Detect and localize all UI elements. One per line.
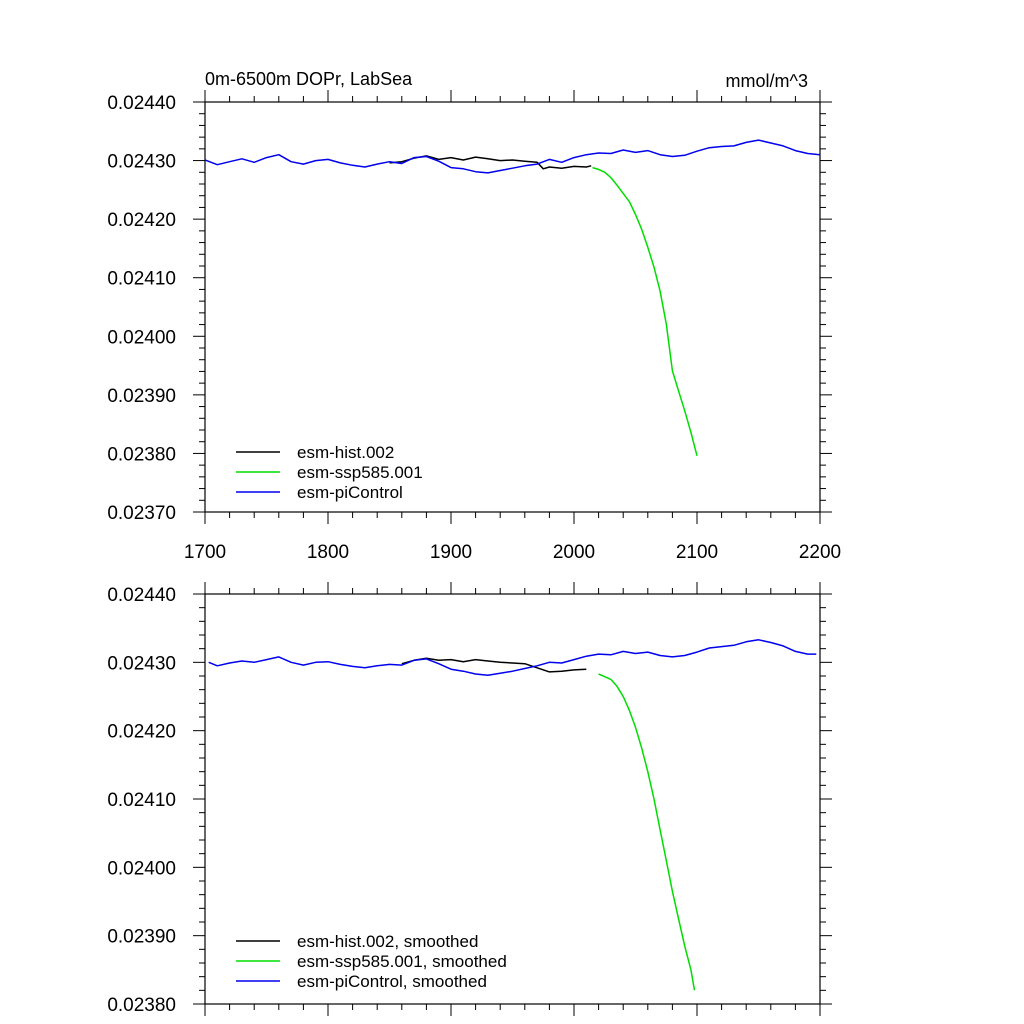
top-panel: 1700 1800 1900 2000 2100 2200 0.02370 0.02380 0.… [107, 69, 841, 563]
y-tick-label: 0.02430 [107, 653, 176, 674]
x-tick-label: 2100 [676, 542, 718, 563]
y-tick-label: 0.02370 [107, 503, 176, 524]
series-line-1 [592, 166, 698, 456]
y-tick-label: 0.02410 [107, 790, 176, 811]
x-tick-label: 2200 [799, 542, 841, 563]
legend-label-0: esm-hist.002 [297, 443, 394, 462]
series-line-2 [205, 139, 820, 174]
y-tick-label: 0.02430 [107, 152, 176, 173]
y-tick-label: 0.02440 [107, 585, 176, 606]
y-tick-label: 0.02400 [107, 327, 176, 348]
series-group [208, 639, 817, 991]
bottom-panel: 0.02380 0.02390 0.02400 0.02410 0.02420 0.024… [107, 582, 832, 1016]
y-tick-label: 0.02420 [107, 722, 176, 743]
x-tick-label: 1700 [184, 542, 226, 563]
y-tick-label: 0.02440 [107, 93, 176, 114]
y-tick-label: 0.02380 [107, 995, 176, 1016]
units-label: mmol/m^3 [726, 71, 808, 91]
y-tick-label: 0.02400 [107, 858, 176, 879]
legend-label-1: esm-ssp585.001, smoothed [297, 952, 507, 971]
series-line-0 [401, 657, 587, 673]
series-group [205, 139, 820, 456]
y-tick-label: 0.02410 [107, 269, 176, 290]
x-tick-label: 1900 [430, 542, 472, 563]
legend-label-2: esm-piControl, smoothed [297, 972, 487, 991]
series-line-2 [208, 639, 817, 677]
plot-frame [204, 101, 821, 513]
y-tick-label: 0.02390 [107, 386, 176, 407]
legend-label-2: esm-piControl [297, 483, 403, 502]
legend-label-0: esm-hist.002, smoothed [297, 932, 478, 951]
x-tick-label: 2000 [553, 542, 595, 563]
x-tick-label: 1800 [307, 542, 349, 563]
legend-label-1: esm-ssp585.001 [297, 463, 423, 482]
y-tick-label: 0.02390 [107, 927, 176, 948]
y-tick-label: 0.02420 [107, 210, 176, 231]
y-tick-label: 0.02380 [107, 444, 176, 465]
series-line-1 [598, 673, 696, 991]
chart-title: 0m-6500m DOPr, LabSea [205, 69, 413, 89]
